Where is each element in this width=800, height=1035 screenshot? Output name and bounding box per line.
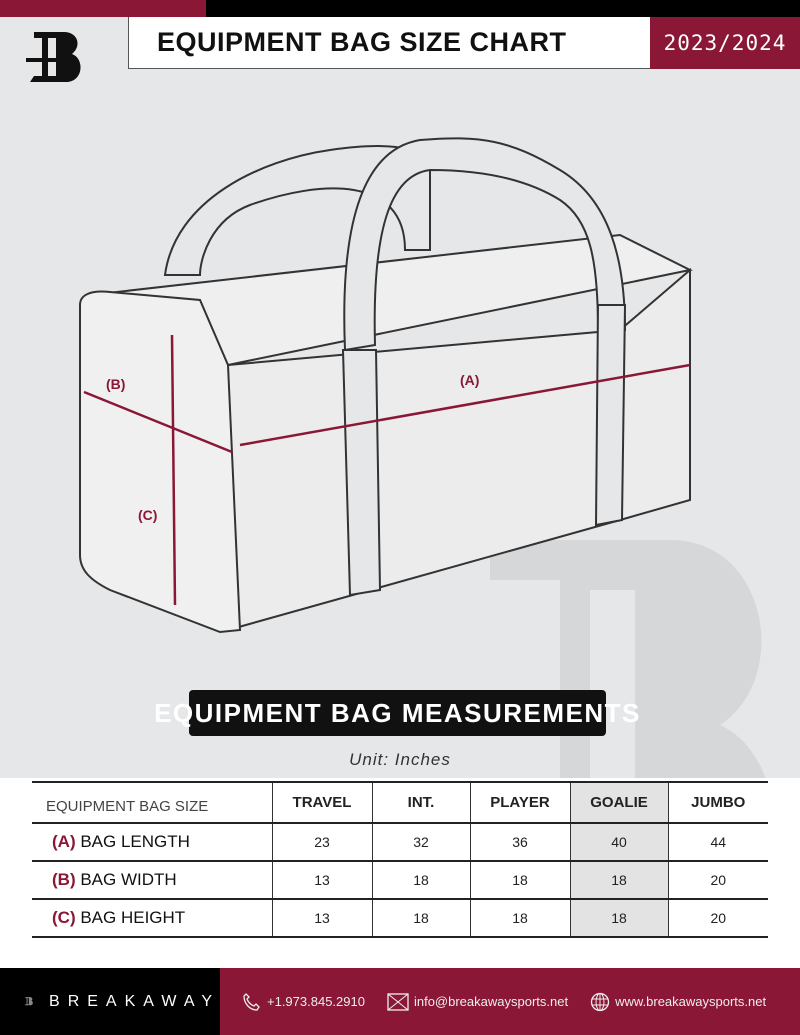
season-badge: 2023/2024 xyxy=(650,17,800,69)
label-a: (A) xyxy=(460,372,479,388)
table-cell: 20 xyxy=(667,861,768,899)
unit-label: Unit: Inches xyxy=(349,750,451,769)
mail-icon xyxy=(387,992,409,1011)
brand-name: BREAKAWAY xyxy=(49,992,220,1010)
phone-number: +1.973.845.2910 xyxy=(267,994,365,1009)
table-cell: 18 xyxy=(371,861,470,899)
row-name: BAG LENGTH xyxy=(80,832,190,851)
table-header-row: EQUIPMENT BAG SIZE TRAVEL INT. PLAYER GO… xyxy=(32,782,768,823)
table-cell: 18 xyxy=(569,899,668,937)
row-key: (A) xyxy=(52,832,76,851)
table-cell: 18 xyxy=(469,899,570,937)
section-title: EQUIPMENT BAG MEASUREMENTS xyxy=(154,690,639,736)
row-key: (C) xyxy=(52,908,76,927)
column-header: INT. xyxy=(371,782,470,823)
column-header: EQUIPMENT BAG SIZE xyxy=(46,798,209,815)
website-url: www.breakawaysports.net xyxy=(615,994,767,1009)
column-header: GOALIE xyxy=(569,782,668,823)
size-table: EQUIPMENT BAG SIZE TRAVEL INT. PLAYER GO… xyxy=(32,781,768,938)
top-bar-accent xyxy=(0,0,206,17)
column-header: JUMBO xyxy=(667,782,768,823)
email-address: info@breakawaysports.net xyxy=(413,994,569,1009)
table-cell: 44 xyxy=(667,823,768,861)
breakaway-logo xyxy=(26,32,81,82)
table-cell: 20 xyxy=(667,899,768,937)
globe-icon xyxy=(590,992,610,1011)
table-cell: 18 xyxy=(569,861,668,899)
row-label: (A) BAG LENGTH xyxy=(32,823,272,861)
table-cell: 13 xyxy=(271,861,372,899)
phone-icon xyxy=(243,992,260,1011)
table-row: (C) BAG HEIGHT 13 18 18 18 20 xyxy=(32,899,768,937)
table-cell: 40 xyxy=(569,823,668,861)
email-contact[interactable]: info@breakawaysports.net xyxy=(387,992,569,1011)
bag-diagram: (A) (B) (C) xyxy=(79,137,694,634)
title-box: EQUIPMENT BAG SIZE CHART xyxy=(128,17,650,69)
table-cell: 13 xyxy=(271,899,372,937)
row-key: (B) xyxy=(52,870,76,889)
column-header: TRAVEL xyxy=(271,782,372,823)
size-table-container: EQUIPMENT BAG SIZE TRAVEL INT. PLAYER GO… xyxy=(0,778,800,968)
table-cell: 23 xyxy=(271,823,372,861)
column-header: PLAYER xyxy=(469,782,570,823)
table-cell: 32 xyxy=(371,823,470,861)
top-bar xyxy=(206,0,800,17)
footer-contacts: +1.973.845.2910 info@breakawaysports.net… xyxy=(220,968,800,1035)
row-name: BAG HEIGHT xyxy=(80,908,186,927)
label-b: (B) xyxy=(106,376,125,392)
row-label: (C) BAG HEIGHT xyxy=(32,899,272,937)
table-cell: 18 xyxy=(469,861,570,899)
table-cell: 36 xyxy=(469,823,570,861)
table-row: (A) BAG LENGTH 23 32 36 40 44 xyxy=(32,823,768,861)
row-label: (B) BAG WIDTH xyxy=(32,861,272,899)
row-name: BAG WIDTH xyxy=(80,870,177,889)
website-contact[interactable]: www.breakawaysports.net xyxy=(590,992,766,1012)
table-row: (B) BAG WIDTH 13 18 18 18 20 xyxy=(32,861,768,899)
label-c: (C) xyxy=(138,507,157,523)
breakaway-logo-small xyxy=(24,996,33,1005)
footer-brand: BREAKAWAY xyxy=(0,968,220,1035)
table-cell: 18 xyxy=(371,899,470,937)
page-title: EQUIPMENT BAG SIZE CHART xyxy=(157,27,567,57)
phone-contact[interactable]: +1.973.845.2910 xyxy=(242,992,365,1012)
